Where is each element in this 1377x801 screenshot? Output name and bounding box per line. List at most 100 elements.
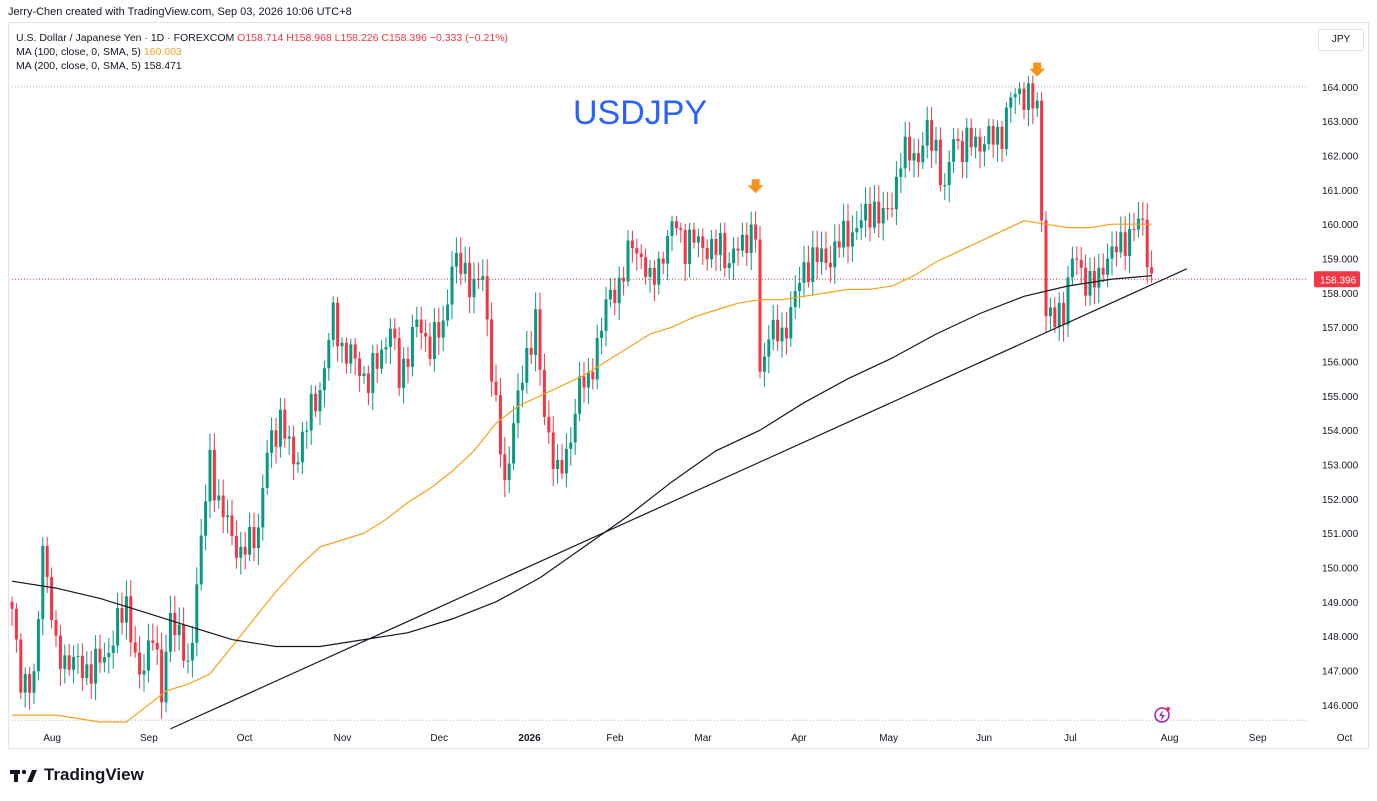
candle-body <box>837 241 841 248</box>
candle-body <box>661 258 665 264</box>
ma200-label: MA (200, close, 0, SMA, 5) <box>16 60 141 72</box>
candle-body <box>815 247 819 263</box>
candle-body <box>644 257 648 277</box>
candle-body <box>745 234 749 253</box>
candle-body <box>1110 246 1114 259</box>
candle-body <box>635 248 639 254</box>
ma100-label: MA (100, close, 0, SMA, 5) <box>16 46 141 58</box>
candle-body <box>485 276 489 320</box>
candle-body <box>732 248 736 264</box>
x-tick-label: Apr <box>791 733 807 744</box>
x-tick-label: Mar <box>694 733 712 744</box>
candle-body <box>265 452 269 488</box>
candle-body <box>982 144 986 152</box>
candle-body <box>1141 218 1145 220</box>
candle-body <box>820 248 824 263</box>
candle-body <box>608 289 612 300</box>
candle-body <box>494 381 498 395</box>
candle-body <box>160 649 164 703</box>
candle-body <box>287 436 291 439</box>
candle-body <box>239 546 243 558</box>
candle-body <box>740 234 744 251</box>
candle-body <box>252 527 256 549</box>
candle-body <box>1145 219 1149 268</box>
candle-body <box>481 276 485 281</box>
candle-body <box>459 252 463 274</box>
candle-body <box>80 655 84 679</box>
y-tick-label: 156.000 <box>1322 358 1359 369</box>
candle-body <box>366 373 370 393</box>
candle-body <box>938 139 942 186</box>
candle-body <box>1066 277 1070 325</box>
candle-body <box>424 332 428 337</box>
candle-body <box>19 639 23 693</box>
candle-body <box>789 307 793 339</box>
ma200-value: 158.471 <box>143 60 182 72</box>
x-tick-label: Oct <box>1337 733 1353 744</box>
currency-button[interactable]: JPY <box>1318 29 1364 51</box>
candle-body <box>32 671 36 693</box>
candle-body <box>586 371 590 388</box>
candle-body <box>406 358 410 367</box>
candle-body <box>793 291 797 308</box>
candle-body <box>503 454 507 481</box>
candle-body <box>877 201 881 224</box>
candle-body <box>833 241 837 268</box>
candle-body <box>468 262 472 298</box>
candle-body <box>846 220 850 247</box>
candle-body <box>155 642 159 650</box>
candle-body <box>190 642 194 661</box>
candle-body <box>679 228 683 231</box>
candle-body <box>437 322 441 338</box>
candle-body <box>274 430 278 447</box>
y-tick-label: 152.000 <box>1322 495 1359 506</box>
candle-body <box>595 337 599 380</box>
candle-body <box>419 319 423 333</box>
tradingview-logo[interactable]: TradingView <box>10 765 144 785</box>
candle-body <box>336 302 340 347</box>
y-tick-label: 146.000 <box>1322 701 1359 712</box>
last-price-badge <box>1314 271 1360 288</box>
candle-body <box>270 430 274 453</box>
candle-body <box>1088 270 1092 296</box>
candle-body <box>1009 97 1013 108</box>
candle-body <box>446 304 450 321</box>
candle-body <box>692 229 696 243</box>
candle-body <box>657 258 661 285</box>
candle-body <box>630 240 634 249</box>
candle-body <box>54 620 58 636</box>
candle-body <box>674 221 678 229</box>
candle-body <box>652 267 656 285</box>
candle-body <box>1031 83 1035 109</box>
lightning-icon[interactable] <box>1154 707 1170 723</box>
candle-body <box>327 339 331 369</box>
down-arrow-icon <box>1029 62 1046 77</box>
candle-body <box>454 252 458 267</box>
candle-body <box>146 640 150 671</box>
candle-body <box>600 330 604 338</box>
candle-body <box>736 248 740 251</box>
candle-body <box>1053 307 1057 328</box>
candle-body <box>98 648 102 663</box>
candle-body <box>89 664 93 684</box>
candle-body <box>221 495 225 518</box>
candle-body <box>991 126 995 145</box>
candle-body <box>868 203 872 228</box>
candle-body <box>371 353 375 393</box>
candle-body <box>947 161 951 186</box>
y-tick-label: 153.000 <box>1322 461 1359 472</box>
candle-body <box>754 224 758 240</box>
candle-body <box>591 371 595 380</box>
candle-body <box>855 227 859 233</box>
candle-body <box>776 319 780 342</box>
candle-body <box>881 207 885 224</box>
candle-body <box>151 640 155 643</box>
trendline[interactable] <box>170 268 1188 730</box>
candle-body <box>278 409 282 447</box>
candle-body <box>195 584 199 643</box>
x-tick-label: Oct <box>237 733 253 744</box>
candle-body <box>806 262 810 283</box>
candle-body <box>811 247 815 283</box>
candle-body <box>1022 88 1026 110</box>
